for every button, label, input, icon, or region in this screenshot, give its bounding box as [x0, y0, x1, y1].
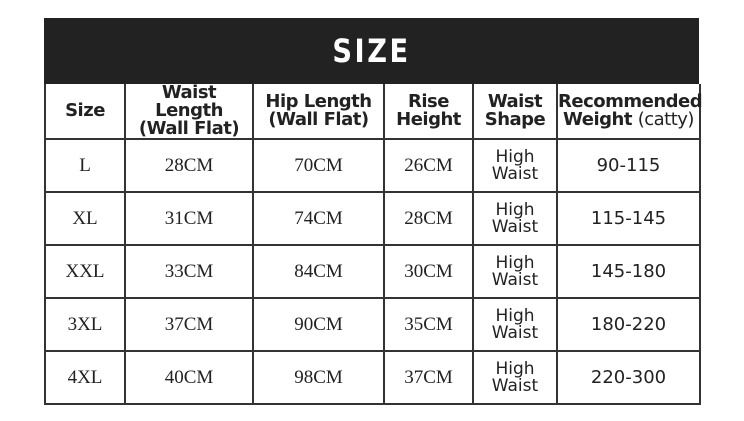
waist-length-cell: 33CM [124, 244, 254, 299]
size-chart: SIZE Size Waist Length (Wall Flat) Hip Le… [44, 18, 703, 405]
rise-height-cell: 30CM [383, 244, 474, 299]
header-text: Shape [484, 109, 546, 130]
rise-height-cell: 28CM [383, 191, 474, 246]
header-rise-height: Rise Height [383, 84, 474, 140]
header-text: Size [65, 100, 105, 121]
waist-shape-cell: High Waist [472, 244, 558, 299]
header-size: Size [44, 84, 126, 140]
recommended-weight-cell: 145-180 [556, 244, 701, 299]
header-hip-length: Hip Length (Wall Flat) [252, 84, 385, 140]
waist-shape-text: High [495, 358, 535, 379]
size-cell: XL [44, 191, 126, 246]
table-row: L 28CM 70CM 26CM High Waist 90-115 [44, 138, 701, 193]
waist-shape-text: Waist [491, 163, 539, 184]
waist-shape-text: High [495, 199, 535, 220]
table-row: 4XL 40CM 98CM 37CM High Waist 220-300 [44, 350, 701, 405]
rise-height-cell: 37CM [383, 350, 474, 405]
header-text: Waist Length [155, 82, 223, 121]
waist-shape-text: High [495, 146, 535, 167]
header-unit: (catty) [637, 109, 695, 130]
waist-shape-cell: High Waist [472, 138, 558, 193]
waist-shape-text: High [495, 252, 535, 273]
waist-length-cell: 37CM [124, 297, 254, 352]
chart-title: SIZE [93, 18, 650, 84]
table-row: XXL 33CM 84CM 30CM High Waist 145-180 [44, 244, 701, 299]
header-text: Recommended [558, 91, 703, 112]
header-text: Weight [563, 109, 632, 130]
waist-shape-text: Waist [491, 375, 539, 396]
waist-shape-cell: High Waist [472, 297, 558, 352]
waist-shape-text: Waist [491, 322, 539, 343]
recommended-weight-cell: 220-300 [556, 350, 701, 405]
hip-length-cell: 90CM [252, 297, 385, 352]
waist-length-cell: 40CM [124, 350, 254, 405]
waist-shape-text: Waist [491, 269, 539, 290]
waist-length-cell: 31CM [124, 191, 254, 246]
header-waist-shape: Waist Shape [472, 84, 558, 140]
size-cell: L [44, 138, 126, 193]
size-cell: XXL [44, 244, 126, 299]
size-cell: 3XL [44, 297, 126, 352]
header-text: (Wall Flat) [138, 118, 240, 139]
hip-length-cell: 98CM [252, 350, 385, 405]
header-text: (Wall Flat) [268, 109, 369, 130]
header-recommended-weight: Recommended Weight (catty) [556, 84, 703, 140]
header-text: Hip Length [265, 91, 372, 112]
recommended-weight-cell: 115-145 [556, 191, 701, 246]
waist-shape-cell: High Waist [472, 350, 558, 405]
hip-length-cell: 74CM [252, 191, 385, 246]
title-bar: SIZE [44, 18, 699, 84]
rise-height-cell: 35CM [383, 297, 474, 352]
waist-length-cell: 28CM [124, 138, 254, 193]
table-row: 3XL 37CM 90CM 35CM High Waist 180-220 [44, 297, 701, 352]
recommended-weight-cell: 180-220 [556, 297, 701, 352]
hip-length-cell: 70CM [252, 138, 385, 193]
header-text: Waist [487, 91, 543, 112]
hip-length-cell: 84CM [252, 244, 385, 299]
size-cell: 4XL [44, 350, 126, 405]
rise-height-cell: 26CM [383, 138, 474, 193]
size-table: Size Waist Length (Wall Flat) Hip Length(… [44, 82, 703, 405]
header-row: Size Waist Length (Wall Flat) Hip Length(… [44, 82, 703, 140]
recommended-weight-cell: 90-115 [556, 138, 701, 193]
header-waist-length: Waist Length (Wall Flat) [124, 82, 254, 140]
waist-shape-cell: High Waist [472, 191, 558, 246]
header-text: Rise [408, 91, 449, 112]
header-text: Height [396, 109, 461, 130]
waist-shape-text: Waist [491, 216, 539, 237]
waist-shape-text: High [495, 305, 535, 326]
table-row: XL 31CM 74CM 28CM High Waist 115-145 [44, 191, 701, 246]
